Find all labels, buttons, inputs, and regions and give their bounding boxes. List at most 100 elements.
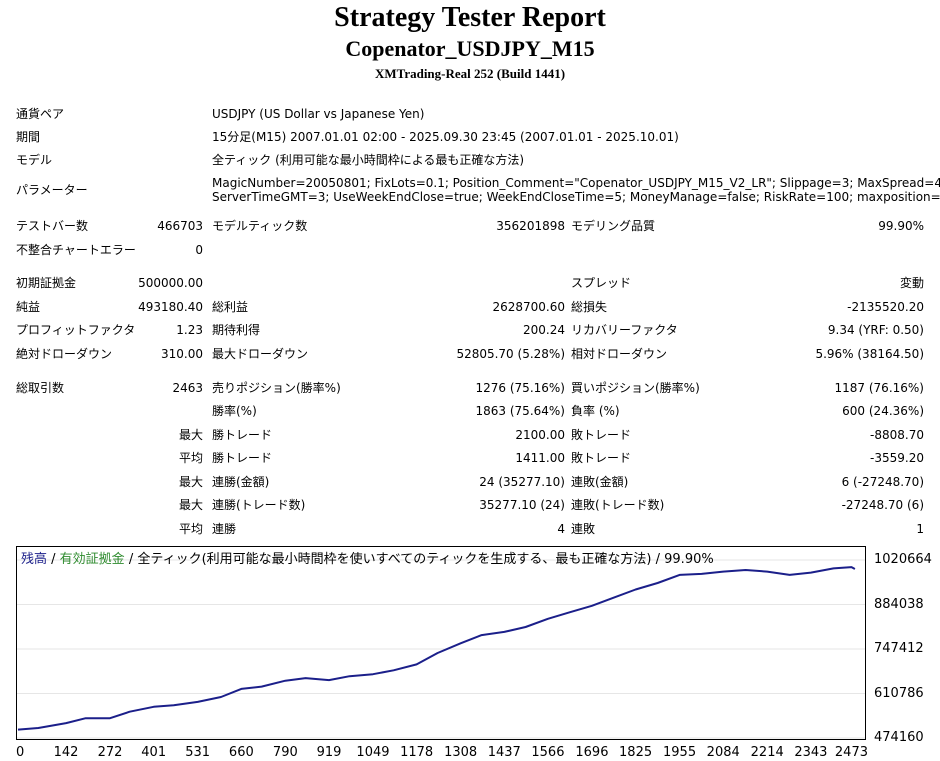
y-tick-label: 747412	[874, 641, 924, 656]
model-label: モデル	[16, 153, 53, 167]
spread-label: スプレッド	[571, 276, 632, 290]
mismatch-label: 不整合チャートエラー	[16, 243, 136, 257]
x-tick-label: 1955	[663, 745, 697, 760]
gross-loss-value: -2135520.20	[847, 300, 924, 314]
plot-area	[16, 546, 866, 740]
model-value: 全ティック (利用可能な最小時間枠による最も正確な方法)	[212, 153, 525, 167]
params-line-1: MagicNumber=20050801; FixLots=0.1; Posit…	[212, 176, 940, 190]
short-value: 1276 (75.16%)	[475, 381, 565, 395]
consec-win-trd-value: 35277.10 (24)	[479, 498, 565, 512]
lossrate-value: 600 (24.36%)	[842, 404, 924, 418]
x-tick-label: 531	[185, 745, 211, 760]
ticks-value: 356201898	[496, 219, 565, 233]
consec-win-trd-label: 連勝(トレード数)	[212, 498, 306, 512]
avg-label-2: 平均	[178, 522, 203, 536]
balance-series-line	[17, 566, 856, 731]
pair-value: USDJPY (US Dollar vs Japanese Yen)	[212, 107, 425, 121]
abs-dd-value: 310.00	[161, 347, 203, 361]
legend-sep-2: /	[124, 552, 138, 567]
x-tick-label: 1049	[356, 745, 390, 760]
rel-dd-value: 5.96% (38164.50)	[815, 347, 924, 361]
x-tick-label: 2343	[794, 745, 828, 760]
avg-consec-loss-value: 1	[916, 522, 924, 536]
x-tick-label: 790	[272, 745, 298, 760]
x-tick-label: 660	[228, 745, 254, 760]
avg-loss-value: -3559.20	[870, 451, 924, 465]
rel-dd-label: 相対ドローダウン	[571, 347, 668, 361]
legend-balance: 残高	[21, 552, 48, 567]
max-win-value: 2100.00	[515, 428, 565, 442]
y-tick-label: 884038	[874, 596, 924, 612]
y-tick-label: 1020664	[874, 552, 932, 567]
x-tick-label: 142	[53, 745, 79, 760]
bars-value: 466703	[157, 219, 203, 233]
legend-equity: 有効証拠金	[59, 552, 125, 567]
abs-dd-label: 絶対ドローダウン	[16, 347, 113, 361]
avg-consec-loss-label: 連敗	[571, 522, 596, 536]
consec-loss-trd-label: 連敗(トレード数)	[571, 498, 665, 512]
legend-model: 全ティック(利用可能な最小時間枠を使いすべてのティックを生成する、最も正確な方法…	[137, 552, 714, 567]
spread-value: 変動	[899, 276, 924, 290]
pf-value: 1.23	[176, 323, 203, 337]
period-value: 15分足(M15) 2007.01.01 02:00 - 2025.09.30 …	[212, 130, 679, 144]
consec-win-amt-value: 24 (35277.10)	[479, 475, 565, 489]
quality-label: モデリング品質	[571, 219, 656, 233]
x-tick-label: 0	[16, 745, 25, 760]
y-tick-label: 610786	[874, 685, 924, 701]
x-tick-label: 1437	[487, 745, 521, 760]
params-line-2: ServerTimeGMT=3; UseWeekEndClose=true; W…	[212, 190, 940, 204]
winrate-label: 勝率(%)	[212, 404, 257, 418]
net-label: 純益	[16, 300, 41, 314]
x-tick-label: 919	[316, 745, 342, 760]
x-tick-label: 2473	[834, 745, 868, 760]
mismatch-value: 0	[195, 243, 203, 257]
x-tick-label: 2084	[706, 745, 740, 760]
deposit-value: 500000.00	[138, 276, 203, 290]
params-label: パラメーター	[16, 183, 88, 197]
x-tick-label: 272	[97, 745, 123, 760]
trades-label: 総取引数	[16, 381, 65, 395]
short-label: 売りポジション(勝率%)	[212, 381, 341, 395]
long-value: 1187 (76.16%)	[834, 381, 924, 395]
consec-win-amt-label: 連勝(金額)	[212, 475, 270, 489]
x-tick-label: 1566	[531, 745, 565, 760]
gross-profit-value: 2628700.60	[492, 300, 565, 314]
expected-value: 200.24	[523, 323, 565, 337]
avg-consec-win-label: 連勝	[212, 522, 237, 536]
max-win-label: 勝トレード	[212, 428, 273, 442]
recovery-value: 9.34 (YRF: 0.50)	[827, 323, 924, 337]
consec-loss-amt-value: 6 (-27248.70)	[841, 475, 924, 489]
x-tick-label: 1696	[575, 745, 609, 760]
net-value: 493180.40	[138, 300, 203, 314]
avg-label: 平均	[178, 451, 203, 465]
avg-win-value: 1411.00	[515, 451, 565, 465]
server-build: XMTrading-Real 252 (Build 1441)	[374, 66, 566, 81]
trades-value: 2463	[172, 381, 203, 395]
quality-value: 99.90%	[878, 219, 924, 233]
avg-consec-win-value: 4	[557, 522, 565, 536]
expected-label: 期待利得	[212, 323, 261, 337]
max-label-2: 最大	[178, 475, 203, 489]
x-tick-label: 2214	[750, 745, 784, 760]
pf-label: プロフィットファクタ	[16, 323, 136, 337]
x-tick-label: 1308	[444, 745, 478, 760]
x-tick-label: 1178	[400, 745, 434, 760]
winrate-value: 1863 (75.64%)	[475, 404, 565, 418]
max-dd-value: 52805.70 (5.28%)	[456, 347, 565, 361]
consec-loss-amt-label: 連敗(金額)	[571, 475, 629, 489]
x-tick-label: 1825	[619, 745, 653, 760]
recovery-label: リカバリーファクタ	[571, 323, 678, 337]
balance-chart: 残高 / 有効証拠金 / 全ティック(利用可能な最小時間枠を使いすべてのティック…	[16, 546, 937, 760]
avg-win-label: 勝トレード	[212, 451, 273, 465]
max-loss-label: 敗トレード	[571, 428, 632, 442]
gross-loss-label: 総損失	[571, 300, 608, 314]
bars-label: テストバー数	[16, 219, 89, 233]
chart-legend: 残高 / 有効証拠金 / 全ティック(利用可能な最小時間枠を使いすべてのティック…	[21, 548, 714, 567]
pair-label: 通貨ペア	[16, 107, 65, 121]
x-tick-label: 401	[141, 745, 167, 760]
period-label: 期間	[16, 130, 41, 144]
legend-sep-1: /	[47, 552, 60, 567]
chart-svg	[17, 559, 865, 739]
expert-name: Copenator_USDJPY_M15	[345, 36, 595, 61]
report-title: Strategy Tester Report	[334, 2, 606, 33]
